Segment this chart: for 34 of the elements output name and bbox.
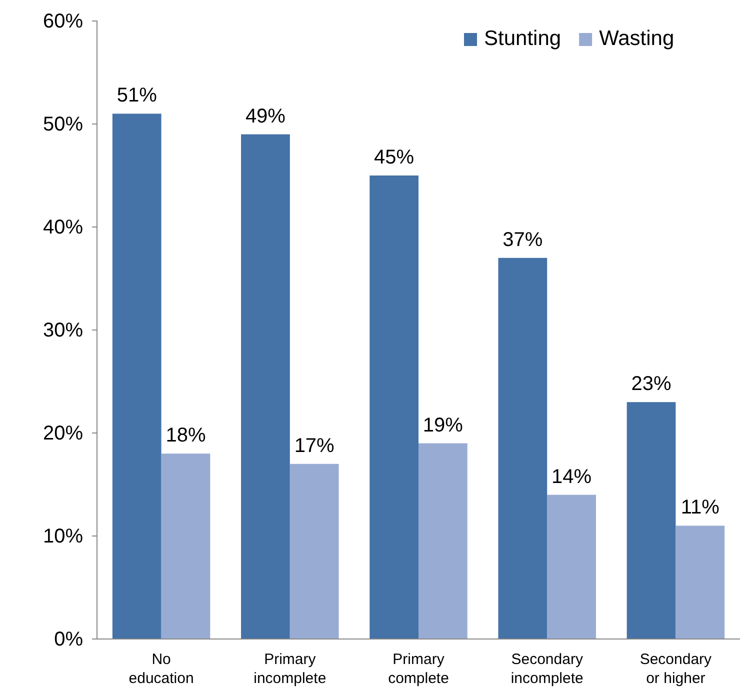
y-tick-label: 10% — [42, 525, 84, 548]
x-tick-label: No education — [128, 651, 194, 687]
data-label: 23% — [631, 373, 672, 396]
bar — [241, 134, 290, 639]
bar — [290, 464, 339, 639]
y-tick-label: 30% — [42, 319, 84, 342]
legend-label: Wasting — [599, 27, 674, 50]
y-tick-label: 50% — [42, 113, 84, 136]
data-label: 49% — [245, 105, 286, 128]
bar — [418, 443, 468, 639]
y-tick-label: 40% — [42, 216, 84, 238]
x-tick-label: Primary complete — [388, 651, 449, 687]
data-label: 45% — [374, 146, 414, 168]
data-label: 18% — [166, 424, 206, 447]
y-tick-label: 60% — [42, 10, 84, 32]
bar — [676, 526, 725, 639]
legend-label: Stunting — [484, 27, 562, 50]
data-label: 51% — [116, 84, 158, 107]
bar — [370, 176, 418, 639]
data-label: 19% — [422, 414, 464, 436]
bar — [626, 402, 676, 639]
data-label: 14% — [552, 466, 592, 488]
data-label: 11% — [680, 496, 720, 519]
data-label: 17% — [294, 434, 335, 457]
bar — [112, 114, 162, 639]
x-tick-label: Secondary or higher — [640, 651, 712, 687]
data-label: 37% — [502, 228, 543, 251]
bar — [498, 258, 548, 639]
y-tick-label: 0% — [54, 628, 84, 650]
bar — [547, 494, 596, 639]
x-tick-label: Primary incomplete — [254, 651, 326, 687]
bar — [161, 454, 210, 639]
x-tick-label: Secondary incomplete — [510, 651, 584, 687]
y-tick-label: 20% — [42, 422, 84, 444]
